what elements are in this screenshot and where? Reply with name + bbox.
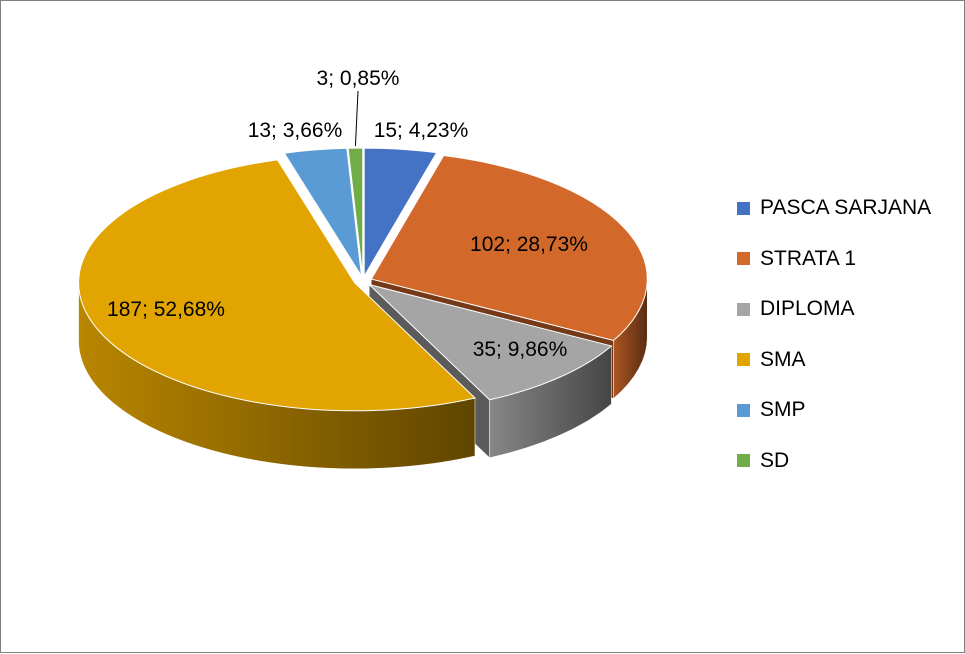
legend-item-sma: SMA <box>737 335 962 386</box>
legend-label-sd: SD <box>760 448 790 472</box>
legend-swatch-pasca-sarjana <box>737 201 750 215</box>
legend-label-strata-1: STRATA 1 <box>760 246 857 270</box>
legend-swatch-sma <box>737 353 750 367</box>
legend-swatch-strata-1 <box>737 252 750 266</box>
data-label-diploma: 35; 9,86% <box>473 338 568 361</box>
legend-swatch-smp <box>737 403 750 417</box>
legend: PASCA SARJANA STRATA 1 DIPLOMA SMA SMP S… <box>737 183 962 486</box>
legend-item-sd: SD <box>737 436 962 487</box>
legend-item-strata-1: STRATA 1 <box>737 234 962 285</box>
legend-label-diploma: DIPLOMA <box>760 297 855 321</box>
leader-line-sd <box>354 90 359 147</box>
legend-swatch-diploma <box>737 302 750 316</box>
slice-pasca-sarjana <box>363 147 438 278</box>
slice-smp <box>283 147 362 277</box>
data-label-sd: 3; 0,85% <box>317 67 400 90</box>
legend-item-smp: SMP <box>737 385 962 436</box>
data-label-sma: 187; 52,68% <box>107 298 225 321</box>
legend-label-smp: SMP <box>760 398 806 422</box>
legend-swatch-sd <box>737 454 750 468</box>
data-label-smp: 13; 3,66% <box>248 119 343 142</box>
slice-sd <box>347 147 364 277</box>
legend-label-sma: SMA <box>760 347 806 371</box>
legend-item-pasca-sarjana: PASCA SARJANA <box>737 183 962 234</box>
data-label-pasca-sarjana: 15; 4,23% <box>374 119 469 142</box>
legend-item-diploma: DIPLOMA <box>737 284 962 335</box>
legend-label-pasca-sarjana: PASCA SARJANA <box>760 196 932 220</box>
slice-strata-1 <box>370 155 648 341</box>
slice-sma <box>78 159 477 412</box>
slice-diploma <box>367 283 613 401</box>
data-label-strata-1: 102; 28,73% <box>470 233 588 256</box>
